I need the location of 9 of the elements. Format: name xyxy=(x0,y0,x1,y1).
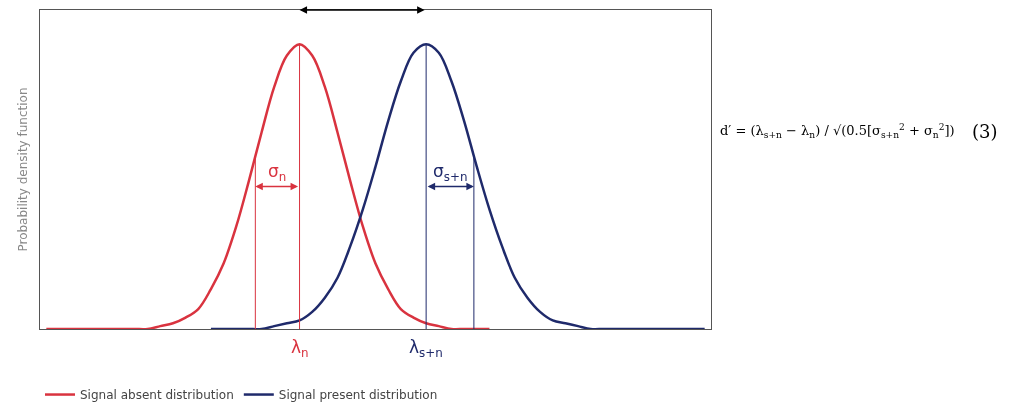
text: (3) xyxy=(972,121,998,142)
annotation: σ$_{s+n}$ xyxy=(433,161,468,184)
text: d′ = (λ$_{s+n}$ − λ$_{n}$) / √(0.5[σ$_{s+n}$$^{2}$ + σ$_{n}$$^{2}$]) xyxy=(720,122,955,141)
text: λ$_{n}$ xyxy=(291,337,309,360)
y-axis-title: Probability density function xyxy=(16,87,31,252)
legend-label: Signal present distribution xyxy=(278,388,438,403)
annotation: σ$_{n}$ xyxy=(268,161,287,184)
legend-label: Signal absent distribution xyxy=(80,388,234,403)
text: λ$_{s+n}$ xyxy=(409,337,443,360)
